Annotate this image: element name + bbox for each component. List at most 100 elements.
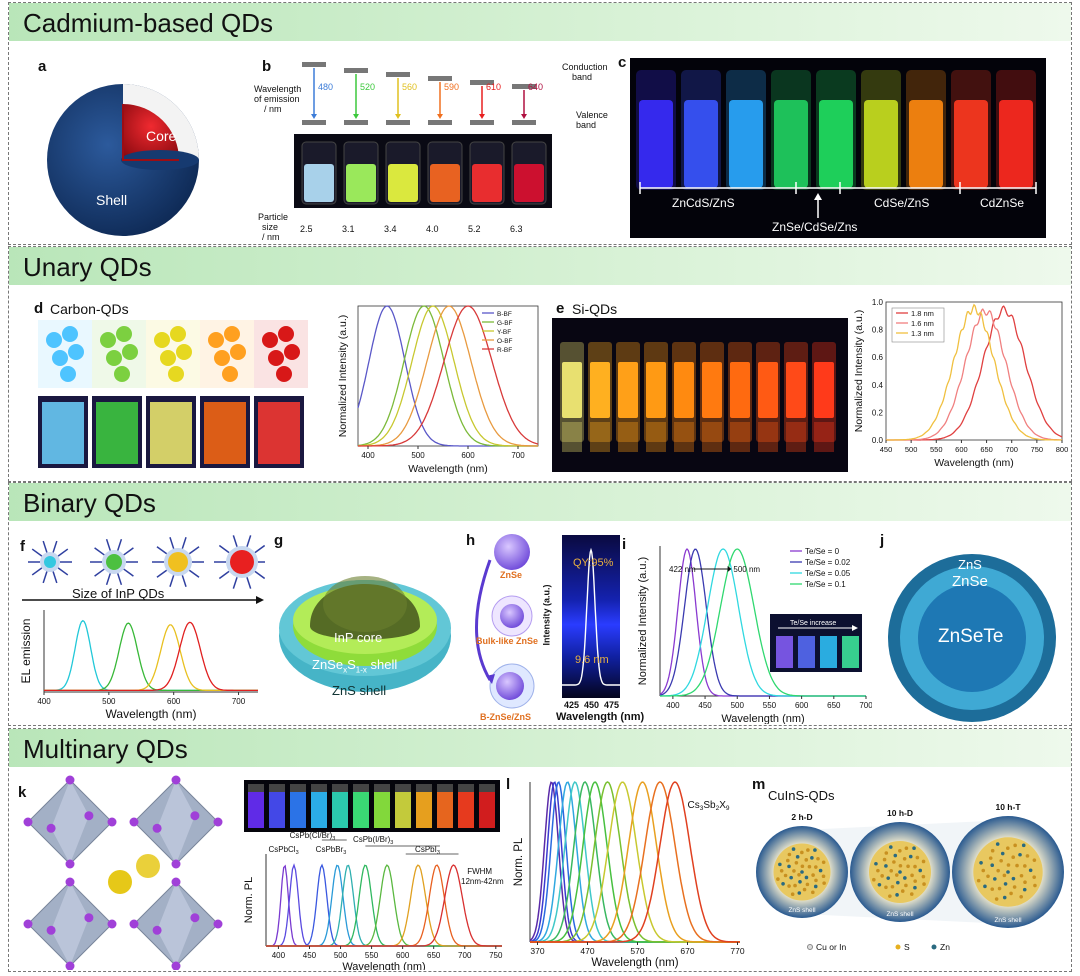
carbon-dot bbox=[46, 332, 62, 348]
cuins-time-label-1: 2 h-D bbox=[791, 812, 812, 822]
ligand bbox=[156, 569, 168, 578]
carbon-dot bbox=[168, 366, 184, 382]
ligand bbox=[116, 573, 123, 586]
vial-liquid bbox=[639, 100, 673, 188]
emission-wavelength-520: 520 bbox=[360, 82, 375, 92]
conduction-band-bar bbox=[302, 62, 326, 67]
emission-wavelength-560: 560 bbox=[402, 82, 417, 92]
ligand bbox=[123, 568, 134, 577]
atom bbox=[1022, 887, 1027, 892]
k-compound-label-3: CsPbBr3 bbox=[316, 845, 347, 856]
ligand bbox=[94, 547, 105, 556]
emission-wavelength-640: 640 bbox=[528, 82, 543, 92]
atom bbox=[793, 883, 797, 888]
halide-atom bbox=[84, 913, 94, 923]
valence-label-1: Valence bbox=[576, 110, 608, 120]
x-axis-label: Wavelength (nm) bbox=[721, 713, 804, 724]
k-fwhm-range: 12nm-42nm bbox=[461, 877, 504, 886]
legend-zn-label: Zn bbox=[940, 942, 950, 952]
znses-part1: ZnSe bbox=[312, 657, 344, 672]
cuvette-liquid bbox=[42, 402, 84, 464]
i-from-label: 422 nm bbox=[669, 565, 696, 574]
particle-size-3.1: 3.1 bbox=[342, 224, 355, 234]
carbon-dot bbox=[262, 332, 278, 348]
atom bbox=[890, 884, 895, 889]
qd-core bbox=[230, 550, 254, 574]
ligand bbox=[57, 548, 69, 557]
x-tick-label-750: 750 bbox=[489, 951, 503, 960]
atom bbox=[877, 883, 882, 887]
inp-core-shell-diagram bbox=[279, 576, 451, 692]
vial-liquid bbox=[437, 792, 453, 828]
atom bbox=[1023, 864, 1027, 868]
atom bbox=[900, 889, 905, 893]
bznse-zns-label: B-ZnSe/ZnS bbox=[480, 712, 531, 722]
vial-liquid bbox=[430, 164, 460, 202]
core-label: Core bbox=[146, 128, 177, 144]
inset-vial bbox=[842, 636, 859, 668]
atom bbox=[813, 884, 818, 889]
h-xtick-475: 475 bbox=[604, 700, 620, 710]
k-compound-subscript: 3 bbox=[332, 836, 335, 842]
vial-reflection bbox=[730, 422, 750, 452]
carbon-dot bbox=[106, 350, 122, 366]
atom bbox=[800, 864, 805, 869]
vial-liquid bbox=[395, 792, 411, 828]
vial-liquid bbox=[909, 100, 943, 188]
y-tick-label-0.0: 0.0 bbox=[872, 436, 884, 445]
vial-reflection bbox=[814, 422, 834, 452]
atom bbox=[884, 851, 889, 855]
atom bbox=[983, 884, 987, 889]
vial-liquid bbox=[388, 164, 418, 202]
halide-atom bbox=[152, 925, 162, 935]
octahedron-face bbox=[157, 882, 195, 966]
conduction-label-1: Conduction bbox=[562, 62, 608, 72]
plot-frame bbox=[885, 301, 1063, 441]
conduction-band-bar bbox=[344, 68, 368, 73]
i-to-label: 500 nm bbox=[733, 565, 760, 574]
ligand bbox=[246, 535, 252, 548]
ligand bbox=[116, 538, 123, 551]
valence-band-bar bbox=[428, 120, 452, 125]
vial-liquid bbox=[618, 362, 638, 418]
valence-band-bar bbox=[344, 120, 368, 125]
vial-reflection bbox=[702, 422, 722, 452]
atom bbox=[990, 848, 995, 853]
l-sub-3: 3 bbox=[700, 805, 704, 812]
ligand bbox=[254, 570, 265, 580]
legend-entry-2: 1.6 nm bbox=[911, 319, 934, 328]
atom bbox=[1033, 883, 1037, 888]
atom bbox=[893, 853, 898, 858]
chart-l-pl-spectra: 370 470 570 670 770 Wavelength (nm) Norm. PL Cs… bbox=[513, 780, 745, 969]
emission-label-3: / nm bbox=[264, 104, 282, 114]
panel-label-l: l bbox=[506, 776, 511, 793]
atom bbox=[1021, 843, 1026, 848]
vial-cap bbox=[311, 784, 327, 792]
carbon-dot-illustration bbox=[38, 320, 308, 468]
section-header bbox=[9, 483, 1071, 521]
atom bbox=[802, 887, 807, 892]
y-tick-label-0.6: 0.6 bbox=[872, 353, 884, 362]
halide-atom bbox=[190, 913, 200, 923]
j-znsete-label: ZnSeTe bbox=[938, 626, 1004, 647]
atom bbox=[810, 856, 814, 860]
ligand bbox=[42, 540, 48, 553]
spectrum-line-4 bbox=[44, 621, 258, 692]
vial-cap bbox=[332, 784, 348, 792]
zns-shell-label: ZnS shell bbox=[332, 683, 387, 698]
cuvette-liquid bbox=[96, 402, 138, 464]
particle-size-6.3: 6.3 bbox=[510, 224, 523, 234]
atom bbox=[981, 868, 986, 873]
atom bbox=[906, 864, 910, 869]
emission-arrowhead bbox=[437, 114, 443, 119]
panel-label-f: f bbox=[20, 538, 25, 555]
atom bbox=[800, 850, 804, 855]
vial-liquid bbox=[479, 792, 495, 828]
vial-cap bbox=[479, 784, 495, 792]
ligand bbox=[169, 575, 175, 587]
vial-reflection bbox=[646, 422, 666, 452]
atom bbox=[1018, 852, 1022, 857]
l-sub-2: 2 bbox=[716, 805, 720, 812]
ligand bbox=[31, 548, 43, 557]
vial-photo-c bbox=[630, 58, 1046, 238]
